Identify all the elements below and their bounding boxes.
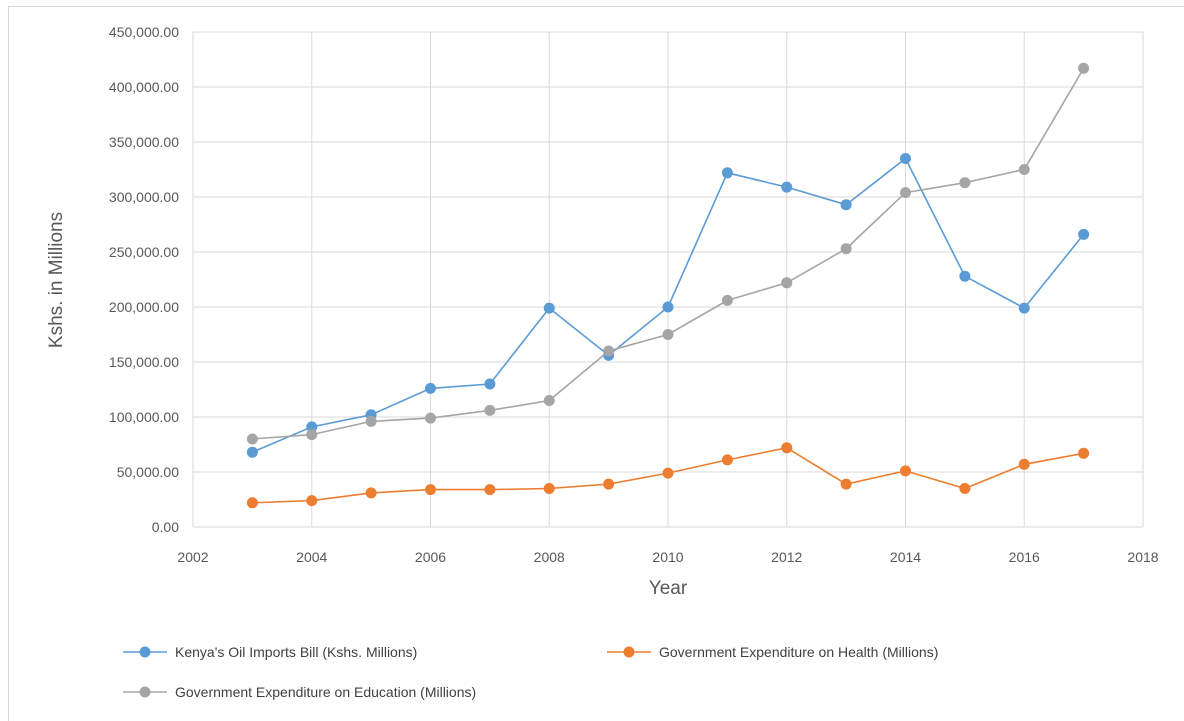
y-tick-label: 150,000.00 — [109, 354, 179, 370]
data-point — [1078, 447, 1090, 459]
x-tick-label: 2010 — [652, 549, 683, 565]
y-tick-label: 400,000.00 — [109, 79, 179, 95]
data-point — [781, 181, 793, 193]
data-point — [484, 484, 496, 496]
data-point — [721, 454, 733, 466]
data-point — [900, 153, 911, 164]
data-point — [543, 483, 555, 494]
y-tick-label: 100,000.00 — [109, 409, 179, 425]
legend-label: Kenya's Oil Imports Bill (Kshs. Millions… — [175, 644, 417, 660]
x-tick-label: 2012 — [771, 549, 802, 565]
legend-marker — [139, 686, 151, 698]
data-point — [900, 187, 911, 199]
data-point — [1018, 302, 1030, 314]
x-tick-label: 2014 — [890, 549, 921, 565]
data-point — [306, 429, 318, 441]
data-point — [365, 415, 377, 427]
legend-marker — [623, 646, 635, 658]
x-tick-label: 2016 — [1009, 549, 1040, 565]
data-point — [603, 478, 615, 490]
x-tick-label: 2006 — [415, 549, 446, 565]
data-point — [306, 495, 318, 507]
data-point — [543, 302, 555, 314]
data-point — [840, 478, 852, 490]
data-point — [781, 442, 793, 454]
data-point — [721, 294, 733, 306]
data-point — [484, 378, 496, 390]
gridlines — [192, 31, 1144, 528]
series-1 — [246, 153, 1090, 458]
data-point — [840, 243, 852, 255]
data-point — [543, 395, 555, 406]
legend-label: Government Expenditure on Health (Millio… — [659, 644, 938, 660]
y-tick-label: 350,000.00 — [109, 134, 179, 150]
legend: Kenya's Oil Imports Bill (Kshs. Millions… — [123, 644, 938, 700]
data-point — [721, 167, 733, 179]
data-point — [662, 467, 674, 479]
data-point — [662, 301, 674, 313]
data-point — [959, 177, 971, 189]
data-point — [246, 497, 258, 509]
data-point — [1078, 228, 1090, 240]
legend-item: Government Expenditure on Education (Mil… — [123, 684, 476, 700]
data-point — [425, 484, 436, 496]
x-tick-label: 2018 — [1127, 549, 1158, 565]
legend-label: Government Expenditure on Education (Mil… — [175, 684, 476, 700]
data-point — [662, 329, 674, 340]
data-point — [425, 382, 436, 394]
data-point — [1078, 62, 1090, 74]
y-tick-label: 300,000.00 — [109, 189, 179, 205]
data-point — [959, 270, 971, 282]
data-point — [365, 487, 377, 499]
y-tick-label: 200,000.00 — [109, 299, 179, 315]
series-2 — [246, 442, 1090, 509]
data-point — [1018, 164, 1030, 175]
x-tick-label: 2008 — [534, 549, 565, 565]
y-tick-label: 450,000.00 — [109, 24, 179, 40]
legend-marker — [139, 646, 151, 658]
y-axis-title: Kshs. in Millions — [46, 212, 67, 348]
y-tick-label: 50,000.00 — [117, 464, 179, 480]
y-axis-ticks: 0.00 50,000.00 100,000.00 150,000.00 200,000… — [109, 24, 179, 535]
data-point — [425, 412, 436, 424]
x-tick-label: 2004 — [296, 549, 327, 565]
data-point — [603, 345, 615, 357]
y-tick-label: 250,000.00 — [109, 244, 179, 260]
data-point — [959, 483, 971, 494]
legend-item: Kenya's Oil Imports Bill (Kshs. Millions… — [123, 644, 417, 660]
series-3 — [246, 62, 1090, 445]
data-point — [246, 446, 258, 458]
data-point — [1018, 458, 1030, 470]
series-lines — [246, 62, 1090, 509]
data-point — [781, 277, 793, 289]
data-point — [484, 404, 496, 416]
data-point — [306, 421, 318, 433]
x-axis-title: Year — [649, 578, 688, 599]
x-axis-ticks: 2002 2004 2006 2008 2010 2012 2014 2016 2018 — [177, 549, 1158, 565]
legend-item: Government Expenditure on Health (Millio… — [607, 644, 938, 660]
y-tick-label: 0.00 — [152, 519, 179, 535]
data-point — [246, 433, 258, 445]
x-tick-label: 2002 — [177, 549, 208, 565]
data-point — [900, 465, 911, 477]
data-point — [840, 199, 852, 211]
chart-frame — [8, 6, 1184, 721]
